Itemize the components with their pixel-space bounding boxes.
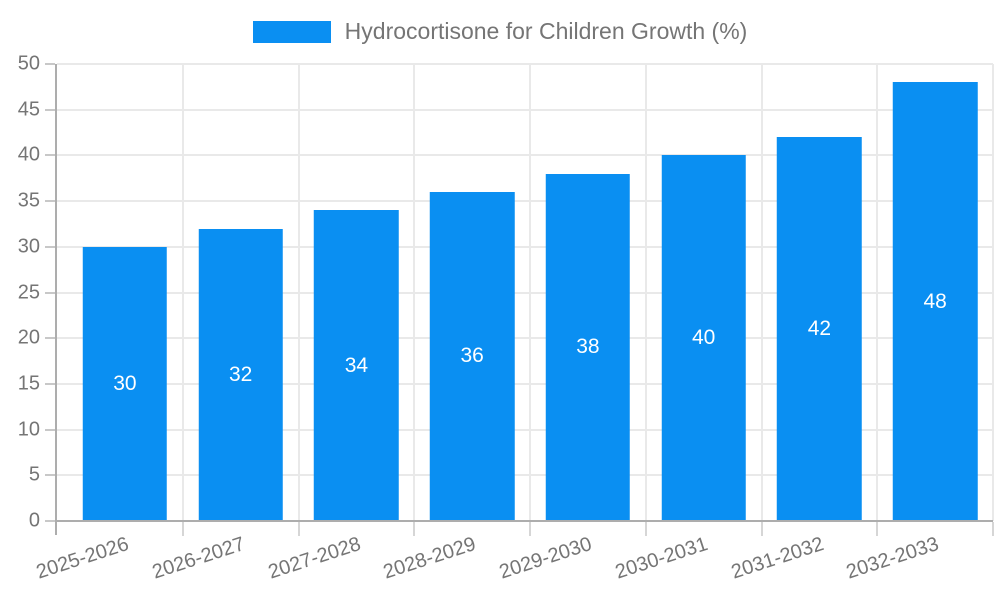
y-axis-label: 45 <box>17 98 40 121</box>
bar-value-label: 34 <box>344 353 369 377</box>
x-axis-label: 2028-2029 <box>381 533 479 584</box>
y-grid-line <box>57 154 993 157</box>
x-axis-line <box>57 520 993 522</box>
vertical-grid-line <box>644 64 647 521</box>
y-axis-label: 50 <box>17 52 40 75</box>
x-axis-label: 2031-2032 <box>728 533 827 584</box>
bar-value-label: 36 <box>460 344 484 368</box>
vertical-grid-line <box>181 64 184 521</box>
bar: 32 <box>198 228 283 521</box>
y-axis-label: 35 <box>17 189 40 212</box>
bar-value-label: 48 <box>923 289 947 313</box>
vertical-grid-line <box>992 64 994 521</box>
bar-value-label: 30 <box>113 371 137 395</box>
y-grid-line <box>57 428 993 431</box>
y-tick <box>45 520 55 522</box>
category-strip: 30 2025-2026 32 2026-2027 34 2027-2028 36 2028-… <box>34 64 994 583</box>
bar-value-label: 42 <box>807 317 832 341</box>
x-tick <box>644 522 647 536</box>
y-grid-line <box>57 108 993 111</box>
category-cell: 48 2032-2033 <box>844 64 994 583</box>
vertical-grid-line <box>413 64 416 521</box>
plot-area: 30 2025-2026 32 2026-2027 34 2027-2028 36 2028-… <box>18 53 994 583</box>
x-axis-label: 2032-2033 <box>844 533 942 584</box>
y-axis-label: 10 <box>17 418 40 441</box>
bar: 42 <box>777 137 862 521</box>
category-cell: 36 2028-2029 <box>381 64 531 583</box>
y-axis-label: 0 <box>28 509 40 532</box>
y-tick <box>45 245 55 248</box>
category-cell: 30 2025-2026 <box>34 64 184 583</box>
x-axis-label: 2029-2030 <box>496 533 595 584</box>
bar: 48 <box>892 82 978 521</box>
y-tick <box>45 108 55 111</box>
y-axis-label: 5 <box>28 463 40 486</box>
x-tick <box>297 522 300 536</box>
y-axis-label: 40 <box>17 143 40 166</box>
bar-value-label: 32 <box>228 362 253 386</box>
x-tick <box>876 522 879 536</box>
y-grid-line <box>57 200 993 203</box>
legend-label: Hydrocortisone for Children Growth (%) <box>344 18 748 44</box>
x-axis-label: 2025-2026 <box>33 533 132 584</box>
x-tick <box>992 522 994 536</box>
y-grid-line <box>57 382 993 385</box>
y-tick <box>45 382 55 385</box>
y-grid-line <box>57 63 993 65</box>
y-axis-label: 20 <box>17 326 40 349</box>
vertical-grid-line <box>760 64 763 521</box>
x-tick <box>413 522 416 536</box>
vertical-grid-line <box>297 64 300 521</box>
y-axis-line <box>55 64 57 535</box>
y-tick <box>45 154 55 157</box>
category-cell: 32 2026-2027 <box>150 64 300 583</box>
y-grid-line <box>57 245 993 248</box>
bar: 36 <box>429 191 515 521</box>
bar: 30 <box>82 246 168 521</box>
y-axis-label: 30 <box>17 235 40 258</box>
x-tick <box>529 522 531 536</box>
category-cell: 40 2030-2031 <box>613 64 763 583</box>
bar: 38 <box>545 173 631 521</box>
y-tick <box>45 428 55 431</box>
legend: Hydrocortisone for Children Growth (%) <box>0 18 1000 45</box>
bar: 34 <box>314 210 399 521</box>
y-axis-label: 25 <box>17 281 40 303</box>
x-axis-label: 2030-2031 <box>612 533 711 584</box>
y-grid-line <box>57 291 993 294</box>
x-tick <box>181 522 184 536</box>
y-axis-label: 15 <box>17 372 40 395</box>
legend-color-swatch <box>252 20 331 43</box>
y-tick <box>45 337 55 340</box>
vertical-grid-line <box>529 64 531 521</box>
bar: 40 <box>661 155 746 521</box>
y-tick <box>45 63 55 65</box>
category-cell: 42 2031-2032 <box>728 64 879 583</box>
x-axis-label: 2027-2028 <box>265 533 364 584</box>
y-tick <box>45 474 55 477</box>
y-grid-line <box>57 474 993 477</box>
y-tick <box>45 200 55 203</box>
y-grid-line <box>57 337 993 340</box>
x-tick <box>760 522 763 536</box>
category-cell: 38 2029-2030 <box>497 64 647 583</box>
y-tick <box>45 291 55 294</box>
x-axis-label: 2026-2027 <box>149 533 248 584</box>
bar-value-label: 38 <box>576 335 600 359</box>
category-cell: 34 2027-2028 <box>265 64 416 583</box>
bar-value-label: 40 <box>691 326 716 350</box>
vertical-grid-line <box>876 64 879 521</box>
